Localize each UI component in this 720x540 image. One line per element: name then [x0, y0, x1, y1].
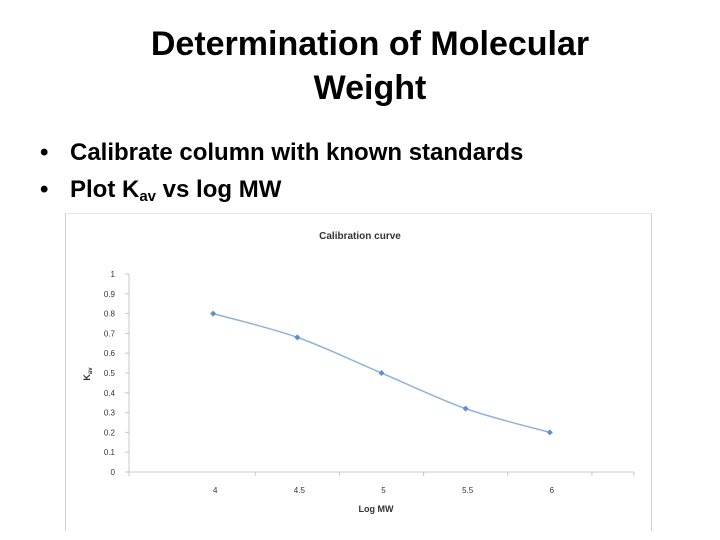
slide-title-line-1: Determination of Molecular	[150, 25, 590, 63]
y-axis-label-main: K	[82, 374, 92, 381]
bullet-plot-suffix: vs log MW	[156, 176, 282, 203]
data-point	[378, 370, 385, 376]
slide-title: Determination of Molecular Weight	[60, 22, 680, 110]
x-axis-label: Log MW	[359, 504, 394, 514]
x-axis-ticks: 4 4.5 5 5.5 6	[128, 472, 635, 495]
bullet-calibrate-text: Calibrate column with known standards	[70, 139, 524, 166]
y-tick-label: 0.9	[104, 290, 116, 299]
data-point	[546, 429, 553, 436]
y-tick-label: 0.3	[104, 409, 116, 418]
y-tick-label: 0	[111, 468, 116, 477]
y-axis-ticks: 0 0.1 0.2 0.3 0.4 0.5 0.6 0.7 0.8 0.9 1	[104, 270, 129, 477]
x-tick-label: 4	[213, 486, 218, 495]
x-tick-label: 6	[550, 486, 555, 495]
bullet-plot-prefix: Plot K	[70, 176, 140, 203]
y-tick-label: 0.1	[104, 448, 116, 457]
bullet-calibrate: Calibrate column with known standards	[40, 134, 523, 171]
chart-frame: Calibration curve Kav Log MW 0 0.1 0.2 0.3 0…	[65, 213, 652, 531]
series-kav	[210, 310, 553, 436]
bullet-plot-subscript: av	[139, 188, 157, 205]
x-tick-label: 5.5	[462, 486, 474, 495]
slide-title-line-2: Weight	[313, 69, 427, 107]
y-axis-label-sub: av	[88, 367, 94, 374]
y-tick-label: 0.2	[104, 428, 116, 437]
y-tick-label: 0.5	[104, 369, 116, 378]
y-tick-label: 0.4	[104, 389, 116, 398]
y-axis-label: Kav	[82, 367, 94, 381]
bullet-plot: Plot Kav vs log MW	[40, 171, 523, 215]
y-tick-label: 0.7	[104, 329, 116, 338]
data-point	[210, 310, 217, 317]
x-tick-label: 5	[381, 486, 386, 495]
bullet-list: Calibrate column with known standards Pl…	[40, 134, 523, 215]
y-tick-label: 0.8	[104, 310, 116, 319]
data-point	[462, 405, 469, 412]
y-tick-label: 0.6	[104, 349, 116, 358]
x-tick-label: 4.5	[294, 486, 306, 495]
data-point	[294, 334, 301, 341]
chart-title: Calibration curve	[319, 231, 401, 242]
calibration-chart: Calibration curve Kav Log MW 00.10.20.30…	[82, 231, 635, 514]
y-tick-label: 1	[111, 270, 116, 279]
